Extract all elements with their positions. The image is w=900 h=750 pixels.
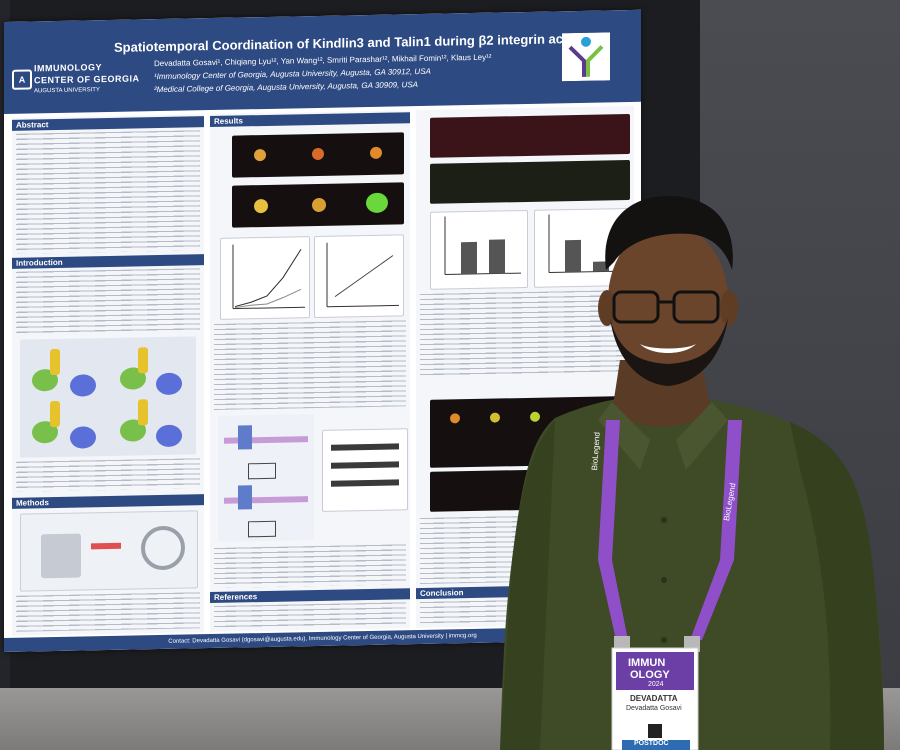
badge-year: 2024	[648, 681, 664, 688]
hair	[605, 196, 733, 270]
poster-column-middle: Results	[210, 110, 410, 633]
badge-type: POSTDOC	[634, 740, 669, 747]
lanyard	[598, 420, 628, 640]
badge-full-name: Devadatta Gosavi	[626, 705, 682, 712]
bar-chart-b-plot	[444, 216, 521, 276]
badge-first-name: DEVADATTA	[630, 694, 678, 703]
line-chart-b-plot	[232, 244, 305, 310]
glasses	[612, 290, 720, 324]
badge-logo-line-2: OLOGY	[630, 669, 670, 681]
figure-5-bar-chart-c	[534, 207, 632, 288]
scatter-chart-c-plot	[326, 242, 399, 308]
research-poster: A IMMUNOLOGY CENTER OF GEORGIA AUGUSTA U…	[4, 9, 641, 652]
head	[608, 224, 728, 376]
figure-3-scatter-chart-c	[314, 234, 404, 319]
shirt	[500, 395, 884, 750]
integrin-emblem-icon	[562, 32, 610, 82]
figure-5-bar-chart-b	[430, 209, 528, 290]
bar-chart-c-plot	[548, 214, 625, 274]
figure-3-line-chart-b	[220, 236, 310, 320]
poster-column-right: Conclusion	[416, 105, 634, 629]
badge-logo-line-1: IMMUN	[628, 657, 666, 669]
poster-header: A IMMUNOLOGY CENTER OF GEORGIA AUGUSTA U…	[4, 9, 641, 115]
beard	[610, 318, 728, 386]
